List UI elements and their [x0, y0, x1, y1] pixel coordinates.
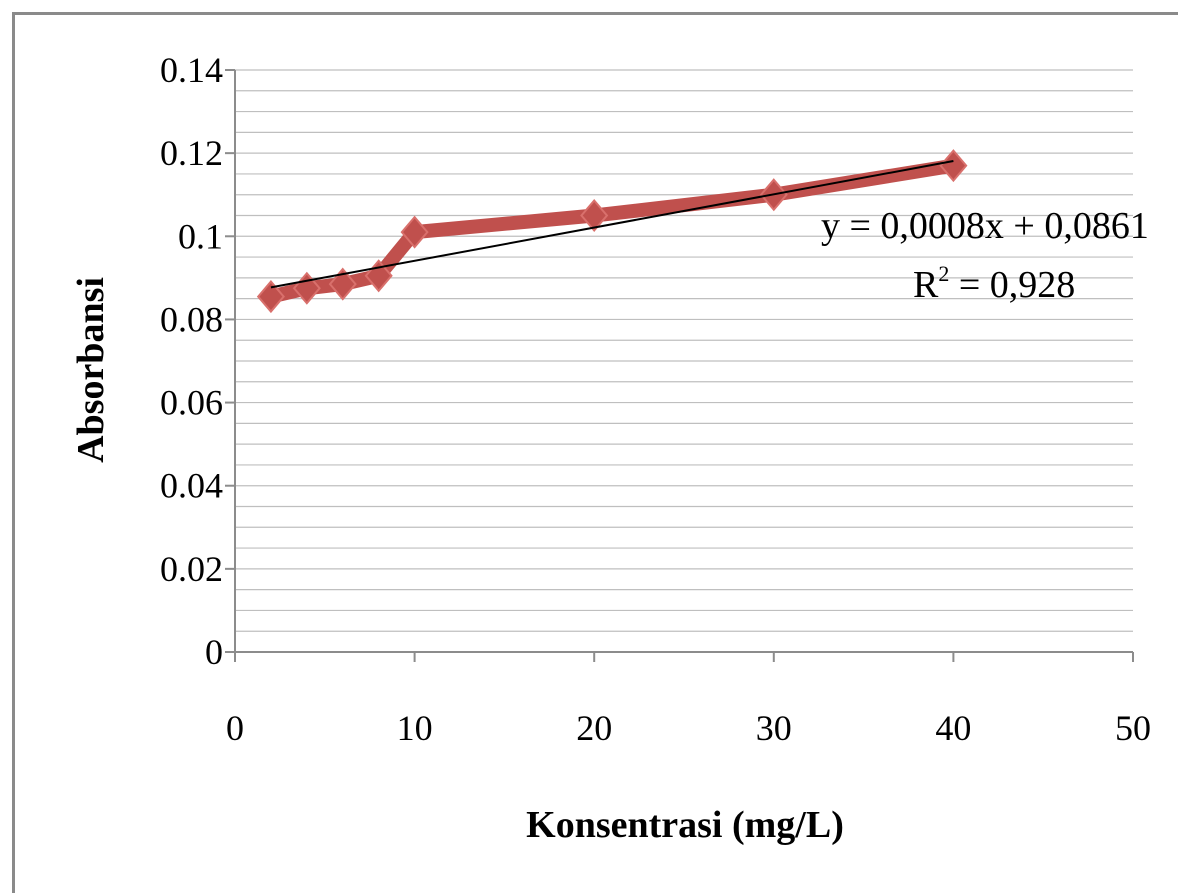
data-point: [256, 280, 285, 314]
y-tick-label: 0.08: [160, 299, 223, 339]
axes: [234, 70, 1133, 653]
y-tick-label: 0.02: [160, 549, 223, 589]
trendline: [270, 160, 954, 289]
x-tick-label: 50: [1115, 708, 1151, 748]
y-tick-label: 0.1: [178, 216, 223, 256]
r-squared-superscript: 2: [938, 261, 949, 286]
x-tick-label: 20: [576, 708, 612, 748]
x-axis-title: Konsentrasi (mg/L): [526, 804, 844, 846]
y-tick-label: 0: [205, 632, 223, 672]
grid-lines: [235, 69, 1133, 632]
y-axis-title: Absorbansi: [70, 277, 112, 463]
y-tick-label: 0.14: [160, 50, 223, 90]
y-tick-label: 0.12: [160, 133, 223, 173]
r-squared-value: = 0,928: [949, 264, 1075, 306]
x-tick-labels: 0 10 20 30 40 50: [226, 652, 1151, 748]
data-series: [256, 149, 968, 314]
x-tick-label: 0: [226, 708, 244, 748]
chart-frame: 0 0.02 0.04 0.06 0.08 0.1 0.12 0.14 0 10 20 30 40 50…: [12, 12, 1178, 893]
data-point: [400, 215, 429, 249]
trendline-line: [270, 160, 954, 289]
data-point: [580, 198, 609, 233]
y-tick-label: 0.04: [160, 466, 223, 506]
x-tick-label: 40: [935, 708, 971, 748]
trendline-r-squared: R2 = 0,928: [913, 261, 1075, 306]
x-tick-label: 30: [756, 708, 792, 748]
trendline-equation: y = 0,0008x + 0,0861: [821, 205, 1149, 247]
data-point: [328, 267, 357, 301]
chart-svg: 0 0.02 0.04 0.06 0.08 0.1 0.12 0.14 0 10 20 30 40 50…: [70, 50, 1151, 846]
r-squared-base: R: [913, 264, 939, 306]
y-tick-label: 0.06: [160, 383, 223, 423]
x-tick-label: 10: [397, 708, 433, 748]
y-tick-labels: 0 0.02 0.04 0.06 0.08 0.1 0.12 0.14: [160, 50, 235, 672]
data-point: [939, 149, 968, 183]
